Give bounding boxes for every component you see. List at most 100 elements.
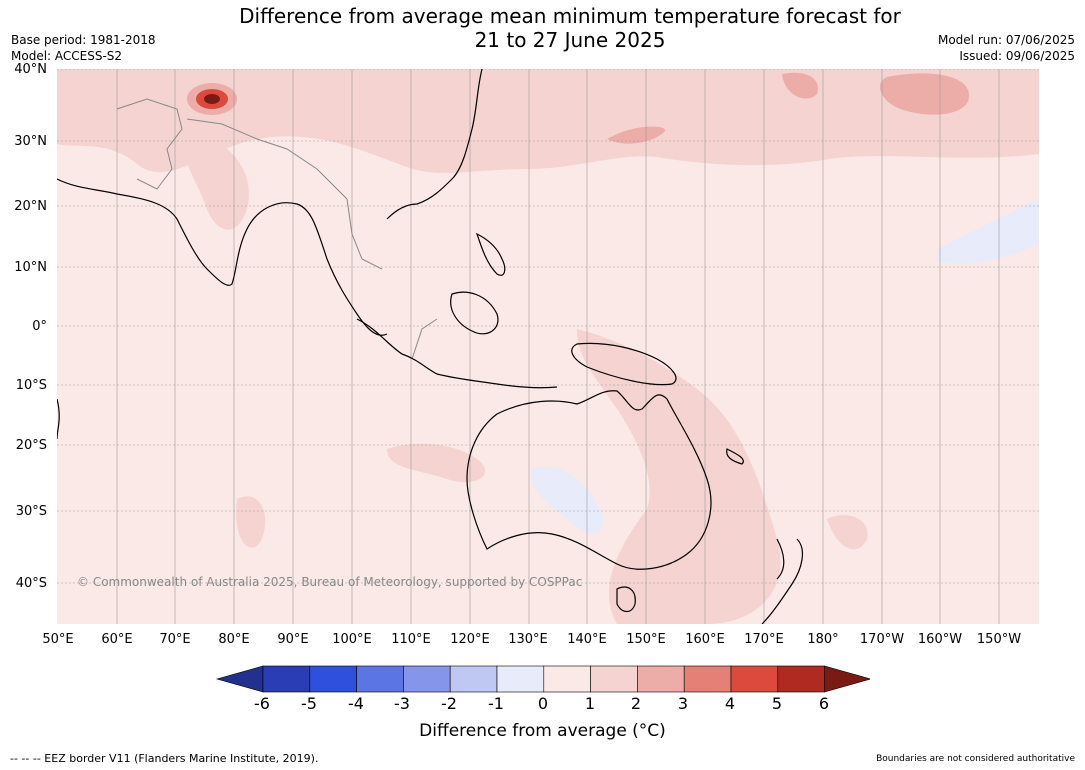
colorbar-cell — [730, 665, 779, 693]
colorbar-cell — [262, 665, 311, 693]
colorbar-cell — [683, 665, 732, 693]
colorbar-arrow-high — [824, 665, 870, 693]
map-panel: © Commonwealth of Australia 2025, Bureau… — [57, 69, 1039, 624]
country-borders — [116, 98, 438, 360]
coastline-tasmania — [616, 586, 636, 613]
anomaly-region-nepac — [879, 73, 970, 115]
lon-label-130e: 130°E — [508, 632, 548, 647]
coastline-borneo — [450, 291, 499, 335]
lon-label-90e: 90°E — [277, 632, 309, 647]
boundaries-disclaimer: Boundaries are not considered authoritat… — [876, 754, 1075, 764]
lon-label-150e: 150°E — [626, 632, 666, 647]
issued-text: Issued: 09/06/2025 — [959, 49, 1075, 63]
colorbar-tick-m5: -5 — [301, 694, 317, 713]
copyright-text: © Commonwealth of Australia 2025, Bureau… — [77, 575, 582, 589]
lat-label-40n: 40°N — [14, 62, 47, 77]
coastline-philippines — [475, 232, 506, 276]
coastline-madagascar — [57, 398, 60, 440]
colorbar-cell — [637, 665, 685, 693]
cool-region-australia — [531, 466, 603, 534]
colorbar-tick-6: 6 — [818, 694, 830, 713]
lon-label-170w: 170°W — [859, 632, 905, 647]
lon-label-180: 180° — [807, 632, 839, 647]
lat-label-10s: 10°S — [15, 378, 47, 393]
model-text: Model: ACCESS-S2 — [11, 49, 123, 63]
cool-region-npac — [937, 199, 1039, 264]
map-canvas: © Commonwealth of Australia 2025, Bureau… — [57, 69, 1039, 624]
colorbar-cell — [449, 665, 498, 693]
lon-label-150w: 150°W — [976, 632, 1022, 647]
anomaly-region-sw-pacific — [827, 515, 868, 550]
colorbar-tick-m4: -4 — [348, 694, 364, 713]
lon-label-60e: 60°E — [101, 632, 133, 647]
anomaly-region-npac-2 — [782, 72, 818, 99]
coastline-south-asia — [57, 178, 388, 336]
lat-label-30n: 30°N — [14, 134, 47, 149]
lon-label-100e: 100°E — [332, 632, 372, 647]
colorbar-tick-m3: -3 — [394, 694, 410, 713]
colorbar-cell — [590, 665, 638, 693]
map-title: Difference from average mean minimum tem… — [0, 4, 1085, 52]
metadata-left: Base period: 1981-2018 Model: ACCESS-S2 — [11, 32, 156, 64]
colorbar-tick-2: 2 — [630, 694, 642, 713]
lon-label-120e: 120°E — [450, 632, 490, 647]
lon-label-160e: 160°E — [685, 632, 725, 647]
colorbar-cell — [543, 665, 591, 693]
colorbar-cell — [777, 665, 825, 693]
lon-label-110e: 110°E — [391, 632, 431, 647]
lon-label-140e: 140°E — [567, 632, 607, 647]
lat-label-10n: 10°N — [14, 260, 47, 275]
anomaly-region-coral-sea — [577, 329, 781, 624]
colorbar-tick-0: 0 — [537, 694, 549, 713]
anomaly-region-north — [57, 69, 1039, 173]
eez-legend: -- -- -- EEZ border V11 (Flanders Marine… — [10, 752, 319, 765]
anomaly-region-tibet-peak — [204, 94, 220, 104]
coastlines — [57, 69, 804, 624]
coastline-new-zealand — [761, 538, 804, 624]
lon-label-170e: 170°E — [744, 632, 784, 647]
border-india-china — [186, 118, 348, 200]
map-title-line1: Difference from average mean minimum tem… — [239, 4, 901, 28]
border-iran-pakistan — [116, 98, 183, 190]
colorbar-tick-m1: -1 — [488, 694, 504, 713]
colorbar-cell — [496, 665, 545, 693]
lon-label-80e: 80°E — [218, 632, 250, 647]
map-title-line2: 21 to 27 June 2025 — [474, 28, 666, 52]
colorbar-cell — [309, 665, 357, 693]
lon-label-50e: 50°E — [42, 632, 74, 647]
colorbar-cells — [215, 665, 870, 693]
colorbar-tick-3: 3 — [677, 694, 689, 713]
coastline-new-caledonia — [726, 448, 744, 465]
lon-label-160w: 160°W — [917, 632, 963, 647]
coastline-australia — [466, 390, 712, 570]
anomaly-region-indian-ocean — [387, 443, 486, 483]
colorbar-tick-5: 5 — [771, 694, 783, 713]
anomaly-region-india — [184, 129, 249, 230]
colorbar-tick-m6: -6 — [254, 694, 270, 713]
anomaly-shading — [57, 69, 1039, 624]
colorbar-cell — [356, 665, 404, 693]
model-run-text: Model run: 07/06/2025 — [937, 33, 1075, 47]
border-borneo — [411, 318, 438, 360]
coastline-indonesia — [356, 318, 558, 389]
border-indochina — [346, 198, 383, 270]
colorbar-tick-4: 4 — [724, 694, 736, 713]
base-period-text: Base period: 1981-2018 — [11, 33, 156, 47]
coastline-new-guinea — [571, 342, 677, 386]
lat-label-20n: 20°N — [14, 199, 47, 214]
lon-label-70e: 70°E — [159, 632, 191, 647]
colorbar-label: Difference from average (°C) — [419, 721, 666, 741]
colorbar — [215, 665, 870, 693]
lat-label-0: 0° — [32, 319, 47, 334]
metadata-right: Model run: 07/06/2025 Issued: 09/06/2025 — [938, 32, 1075, 64]
anomaly-region-npac-3 — [607, 126, 666, 144]
lat-label-40s: 40°S — [15, 576, 47, 591]
colorbar-tick-1: 1 — [584, 694, 596, 713]
lat-label-20s: 20°S — [15, 438, 47, 453]
colorbar-cell — [403, 665, 451, 693]
anomaly-region-s-indian — [236, 496, 266, 548]
colorbar-tick-m2: -2 — [441, 694, 457, 713]
lat-label-30s: 30°S — [15, 504, 47, 519]
coastline-china — [386, 69, 483, 220]
